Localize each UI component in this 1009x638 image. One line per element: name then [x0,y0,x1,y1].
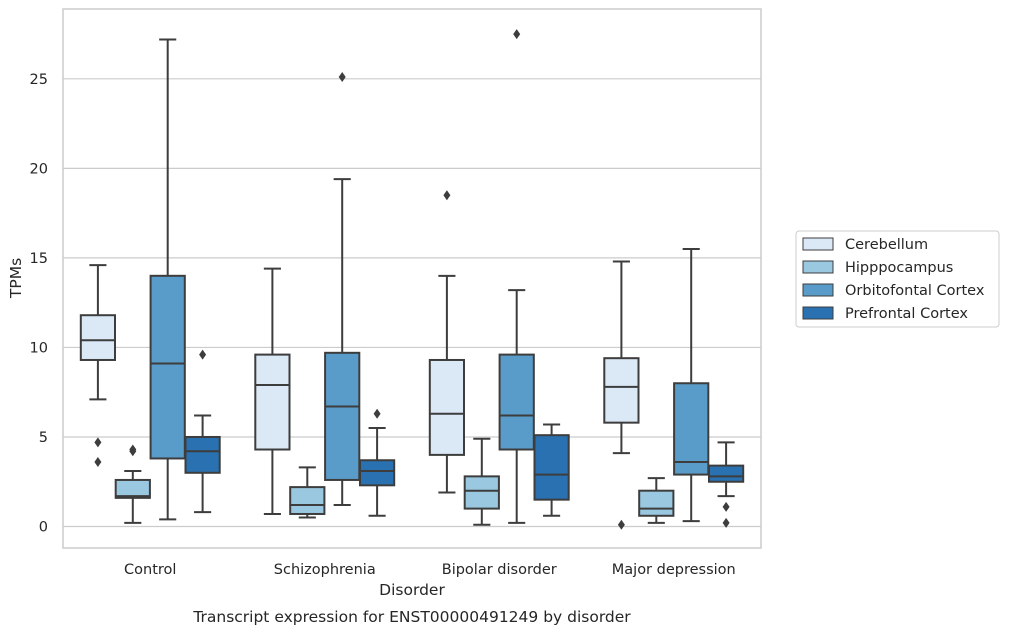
box-iqr [149,274,186,460]
box-series-group [79,29,745,530]
box-element [254,267,291,515]
box-iqr [79,314,117,361]
x-tick-label: Schizophrenia [274,562,376,578]
box-iqr [289,486,326,515]
outlier-point [513,29,521,40]
legend-swatch [802,237,834,251]
x-tick-label: Bipolar disorder [442,562,557,578]
box-element [324,72,361,507]
x-axis-title: Disorder [379,581,445,599]
box-iqr [673,382,710,476]
box-iqr [533,434,570,501]
figure-caption: Transcript expression for ENST0000049124… [192,608,631,626]
y-tick-label: 0 [39,520,48,536]
outlier-point [722,501,730,512]
outlier-point [199,349,207,360]
outlier-point [443,190,451,201]
series-orbitofontal-cortex [149,29,710,524]
box-iqr [184,435,221,474]
box-iqr [638,489,675,517]
box-element [114,444,151,524]
legend-swatch [802,283,834,297]
y-tick-label: 10 [30,340,48,356]
box-iqr [324,351,361,481]
outlier-point [94,437,102,448]
box-iqr [463,475,500,510]
box-element [184,349,221,514]
legend-label: Prefrontal Cortex [845,306,968,322]
y-tick-label: 20 [30,161,48,177]
box-element [358,408,396,517]
outlier-point [129,446,137,457]
box-iqr [498,353,535,451]
box-element [149,38,186,521]
box-element [428,190,466,494]
series-prefrontal-cortex [184,349,745,528]
y-tick-label: 5 [39,430,48,446]
box-iqr [428,358,466,456]
x-tick-label: Major depression [612,562,736,578]
outlier-point [373,408,381,419]
x-tick-label: Control [124,562,176,578]
plot-frame [62,8,762,549]
outlier-point [94,457,102,468]
box-element [289,466,326,519]
box-element [498,29,535,524]
y-axis-title: TPMs [7,258,25,299]
legend-frame [795,230,1000,328]
outlier-point [722,517,730,528]
box-element [707,441,745,528]
box-element [79,264,117,468]
box-iqr [603,357,640,424]
box-iqr [358,459,396,487]
legend-swatch [802,306,834,320]
box-element [603,260,640,530]
box-element [463,437,500,526]
x-tick-labels: Control Schizophrenia Bipolar disorder Majo… [124,562,736,578]
outlier-point [338,72,346,83]
legend-label: Hipppocampus [845,260,953,276]
box-element [673,247,710,523]
outlier-point [617,519,625,530]
legend-label: Orbitofontal Cortex [845,283,985,299]
box-iqr [254,353,291,451]
series-hipppocampus [114,437,675,526]
box-element [638,477,675,524]
legend-label: Cerebellum [845,237,928,253]
legend: Cerebellum Hipppocampus Orbitofontal Corte… [795,230,1000,328]
y-tick-label: 25 [30,72,48,88]
box-iqr [707,464,745,483]
y-tick-labels: 0 5 10 15 20 25 [30,72,48,536]
box-element [533,423,570,517]
legend-swatch [802,260,834,274]
box-iqr [114,478,151,499]
y-tick-label: 15 [30,251,48,267]
series-cerebellum [79,190,640,530]
